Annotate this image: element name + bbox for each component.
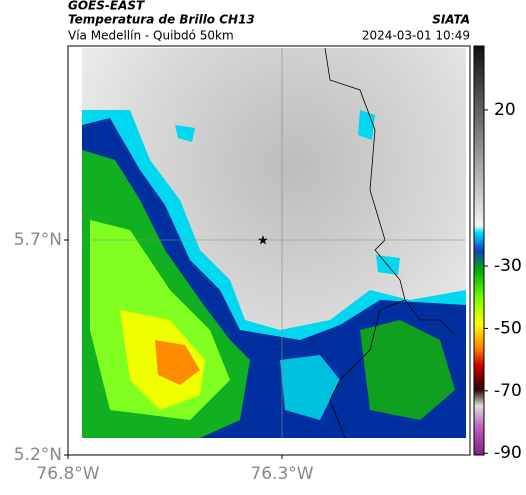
- source: SIATA: [432, 13, 470, 27]
- imagery: ★: [82, 48, 466, 438]
- lat-tick-label: 5.7°N: [14, 230, 62, 250]
- colorbar-label: -70: [494, 381, 522, 401]
- svg-text:★: ★: [257, 234, 269, 249]
- colorbar-label: -30: [494, 256, 522, 276]
- lon-tick-label: 76.8°W: [36, 464, 99, 484]
- lon-tick-label: 76.3°W: [250, 464, 313, 484]
- datetime: 2024-03-01 10:49: [362, 29, 470, 43]
- satellite: GOES-EAST: [68, 0, 145, 13]
- colorbar: [473, 45, 485, 456]
- map-frame: [67, 45, 471, 456]
- route: Vía Medellín - Quibdó 50km: [68, 29, 234, 43]
- lat-tick-label: 5.2°N: [14, 445, 62, 465]
- colorbar-label: 20: [494, 100, 516, 120]
- colorbar-label: -50: [494, 318, 522, 338]
- colorbar-label: -90: [494, 443, 522, 463]
- product: Temperatura de Brillo CH13: [68, 13, 255, 27]
